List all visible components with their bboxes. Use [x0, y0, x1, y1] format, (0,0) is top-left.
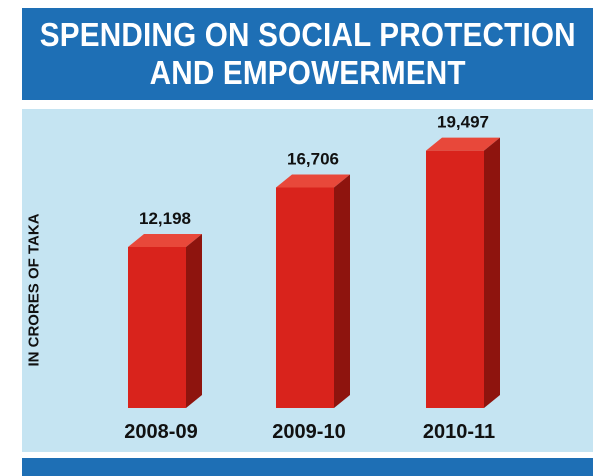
- bar-2009-10: [276, 174, 350, 408]
- bar-2010-11: [426, 137, 500, 409]
- title-band: SPENDING ON SOCIAL PROTECTION AND EMPOWE…: [22, 8, 593, 100]
- bar-front-face: [276, 187, 334, 408]
- bar-side-face: [186, 233, 202, 408]
- bar-front-face: [128, 246, 186, 408]
- value-label-2008-09: 12,198: [139, 209, 191, 228]
- bar-front-face: [426, 150, 484, 409]
- bar-side-face: [334, 174, 350, 408]
- bar-2008-09: [128, 233, 202, 408]
- y-axis-label: IN CRORES OF TAKA: [25, 213, 43, 367]
- bottom-band: [22, 458, 593, 476]
- category-label-2009-10: 2009-10: [272, 421, 345, 443]
- chart-title-line-2: AND EMPOWERMENT: [149, 54, 466, 91]
- bar-side-face: [484, 137, 500, 409]
- bar-top-face: [128, 233, 202, 247]
- value-label-2009-10: 16,706: [287, 149, 339, 168]
- bar-top-face: [426, 137, 500, 151]
- bar-top-face: [276, 174, 350, 188]
- category-label-2010-11: 2010-11: [423, 421, 495, 443]
- category-label-2008-09: 2008-09: [124, 421, 197, 443]
- value-label-2010-11: 19,497: [437, 113, 489, 132]
- chart-title-line-1: SPENDING ON SOCIAL PROTECTION: [39, 16, 576, 53]
